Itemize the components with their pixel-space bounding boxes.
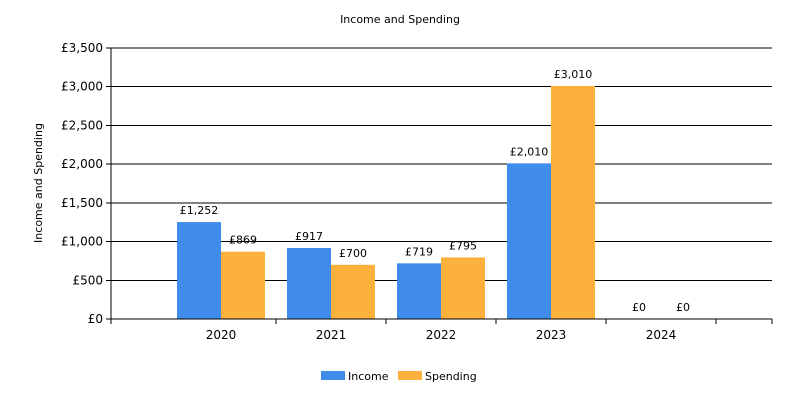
data-label: £700 xyxy=(339,247,367,260)
y-tick-label: £500 xyxy=(72,273,103,287)
axes xyxy=(110,48,772,320)
y-tick-label: £1,000 xyxy=(61,235,103,249)
data-label: £0 xyxy=(676,301,690,314)
y-tick-label: £3,000 xyxy=(61,80,103,94)
gridlines xyxy=(111,47,772,281)
data-label: £0 xyxy=(632,301,646,314)
data-label: £719 xyxy=(405,245,433,258)
data-label: £3,010 xyxy=(554,68,593,81)
data-label: £2,010 xyxy=(510,145,549,158)
y-axis-label: Income and Spending xyxy=(32,123,45,243)
data-label: £869 xyxy=(229,234,257,247)
bar-income-2021 xyxy=(287,247,331,319)
bar-spending-2023 xyxy=(551,85,595,319)
chart-title: Income and Spending xyxy=(340,13,460,26)
data-label: £795 xyxy=(449,239,477,252)
y-tick-label: £3,500 xyxy=(61,41,103,55)
data-label: £1,252 xyxy=(180,204,219,217)
legend-label-income: Income xyxy=(348,370,389,383)
x-tick-label: 2021 xyxy=(316,328,347,342)
y-tick-label: £1,500 xyxy=(61,196,103,210)
y-tick-label: £2,500 xyxy=(61,118,103,132)
y-tick-label: £2,000 xyxy=(61,157,103,171)
bar-income-2022 xyxy=(397,263,441,319)
bar-spending-2021 xyxy=(331,264,375,319)
x-axis-ticks: 2020 2021 2022 2023 2024 xyxy=(110,319,773,342)
legend-swatch-income xyxy=(321,371,345,380)
x-tick-label: 2022 xyxy=(426,328,457,342)
bar-income-2020 xyxy=(177,222,221,319)
data-labels: £1,252 £869 £917 £700 £719 £795 £2,010 £3,010 £0… xyxy=(180,68,690,314)
legend: Income Spending xyxy=(321,370,477,383)
y-axis-ticks: £0 £500 £1,000 £1,500 £2,000 £2,500 £3,000 £3,5… xyxy=(61,41,111,326)
x-tick-label: 2023 xyxy=(536,328,567,342)
bar-spending-2020 xyxy=(221,251,265,319)
data-label: £917 xyxy=(295,230,323,243)
y-tick-label: £0 xyxy=(88,312,103,326)
bar-spending-2022 xyxy=(441,257,485,319)
bars xyxy=(177,85,595,319)
x-tick-label: 2024 xyxy=(646,328,677,342)
legend-label-spending: Spending xyxy=(425,370,477,383)
bar-income-2023 xyxy=(507,163,551,319)
x-tick-label: 2020 xyxy=(206,328,237,342)
legend-swatch-spending xyxy=(398,371,422,380)
